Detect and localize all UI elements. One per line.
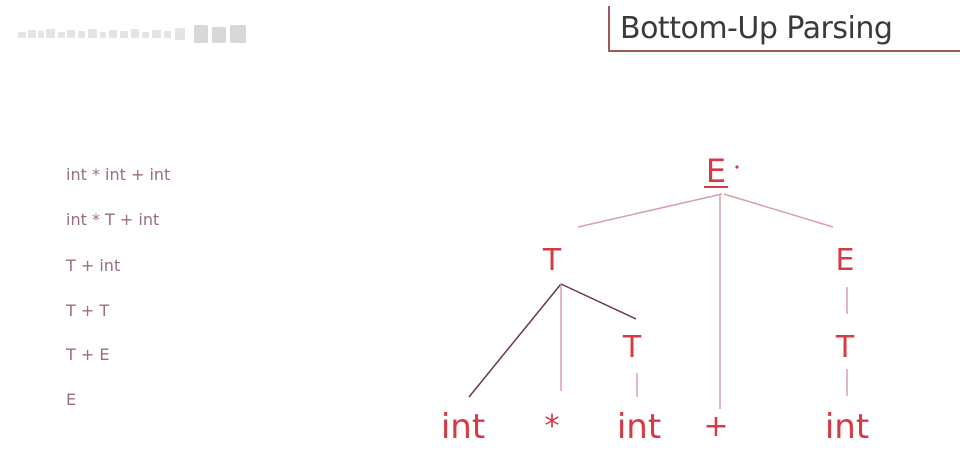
slide-title: Bottom-Up Parsing bbox=[620, 11, 893, 46]
title-box: Bottom-Up Parsing bbox=[608, 6, 960, 52]
derivation-step: T + E bbox=[66, 345, 110, 364]
tree-edge-mid_T-mid_T2 bbox=[560, 283, 637, 320]
tree-node-leaf-star: * bbox=[545, 409, 560, 444]
tree-node-mid-E: E bbox=[836, 243, 855, 278]
derivation-step: E bbox=[66, 390, 77, 409]
derivation-step: int * int + int bbox=[66, 165, 171, 184]
tree-node-mid-T3: T bbox=[835, 330, 855, 365]
tree-node-mid-T2: T bbox=[622, 330, 642, 365]
tree-node-root-E: E bbox=[706, 152, 726, 190]
root-marker-dot bbox=[735, 165, 739, 169]
tree-node-mid-T: T bbox=[542, 243, 562, 278]
tree-edge-root_E-mid_E bbox=[723, 193, 834, 228]
tree-node-leaf-plus: + bbox=[703, 409, 728, 444]
derivation-step: int * T + int bbox=[66, 210, 160, 229]
tree-node-leaf-int2: int bbox=[617, 407, 661, 447]
tree-node-leaf-int1: int bbox=[441, 407, 485, 447]
tree-node-leaf-int3: int bbox=[825, 407, 869, 447]
derivation-step: T + T bbox=[66, 301, 110, 320]
tree-edge-root_E-mid_T bbox=[577, 193, 723, 228]
derivation-step: T + int bbox=[66, 256, 121, 275]
tree-edge-mid_T-leaf_int1 bbox=[468, 283, 562, 398]
university-logo bbox=[18, 25, 246, 43]
